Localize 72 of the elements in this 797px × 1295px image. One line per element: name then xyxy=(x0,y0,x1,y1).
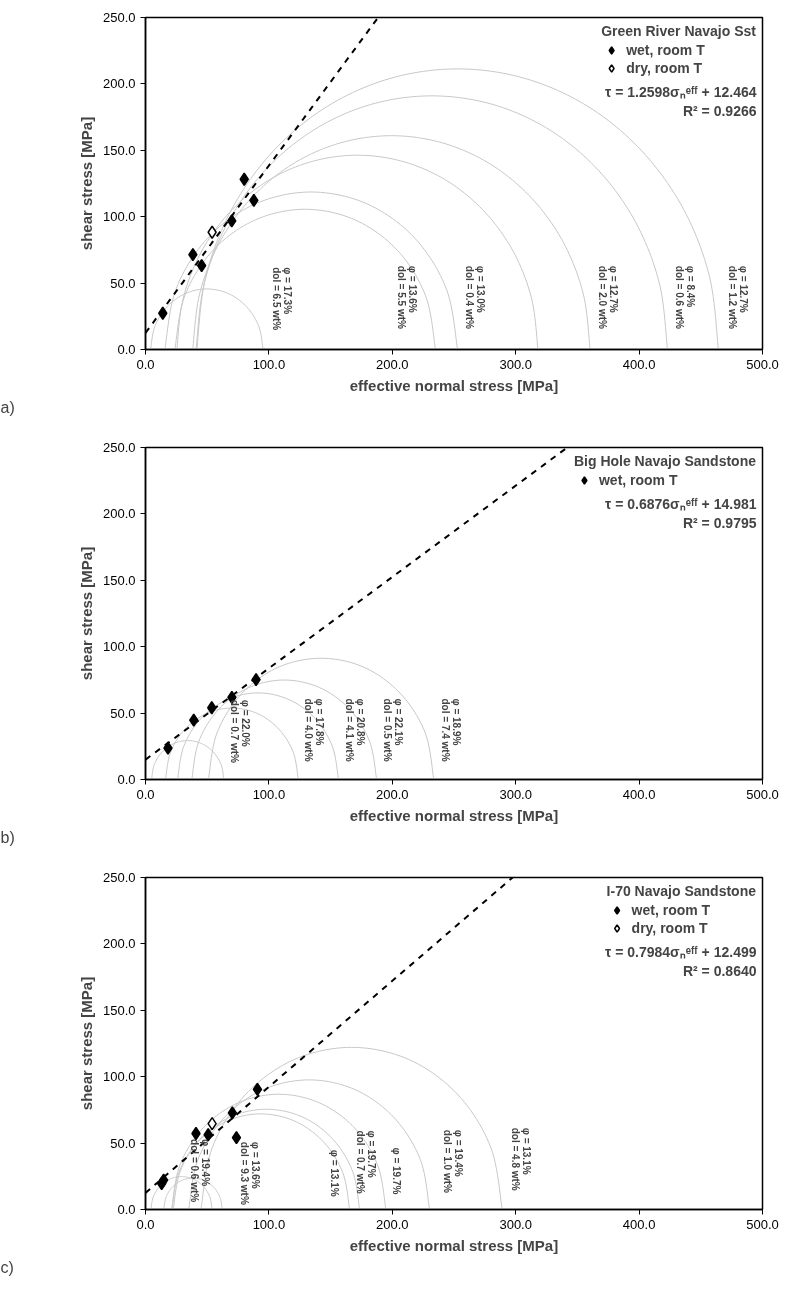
y-tick-label: 200.0 xyxy=(102,76,136,92)
y-tick-label: 50.0 xyxy=(110,1135,136,1151)
text: b) xyxy=(0,828,15,846)
y-tick-label: 250.0 xyxy=(102,870,136,885)
annotation: φ = 19.4% dol = 0.6 wt% xyxy=(188,1139,211,1203)
x-tick-label: 500.0 xyxy=(746,1216,779,1232)
annotation: φ = 17.3% dol = 6.5 wt% xyxy=(271,267,294,331)
x-tick-label: 500.0 xyxy=(746,356,779,372)
y-tick-label: 50.0 xyxy=(110,275,136,291)
y-tick-label: 0.0 xyxy=(117,342,136,357)
annotation: R² = 0.9266 xyxy=(682,102,757,119)
x-tick-label: 500.0 xyxy=(746,786,779,802)
y-tick-label: 0.0 xyxy=(117,1202,136,1217)
legend-label: dry, room T xyxy=(631,919,708,937)
x-tick-label: 200.0 xyxy=(376,1216,409,1232)
y-tick-label: 100.0 xyxy=(102,639,136,655)
x-tick-label: 200.0 xyxy=(376,356,409,372)
annotation: φ = 13.6% dol = 9.3 wt% xyxy=(239,1141,262,1205)
y-axis-title: shear stress [MPa] xyxy=(77,116,95,251)
legend-title: I-70 Navajo Sandstone xyxy=(606,883,756,899)
legend-label: wet, room T xyxy=(598,471,678,489)
x-tick-label: 100.0 xyxy=(252,786,286,802)
legend-title: Big Hole Navajo Sandstone xyxy=(573,453,756,469)
annotation: R² = 0.8640 xyxy=(682,962,757,979)
x-axis-title: effective normal stress [MPa] xyxy=(349,376,559,394)
annotation: φ = 19.7% xyxy=(390,1147,402,1195)
x-tick-label: 300.0 xyxy=(499,356,532,372)
text: c) xyxy=(0,1258,14,1276)
annotation: φ = 13.1% xyxy=(328,1149,340,1197)
annotation: R² = 0.9795 xyxy=(682,514,757,531)
annotation: φ = 13.6% dol = 5.5 wt% xyxy=(396,265,419,330)
x-tick-label: 400.0 xyxy=(622,356,656,372)
y-tick-label: 150.0 xyxy=(102,572,136,588)
y-tick-label: 250.0 xyxy=(102,10,136,25)
x-tick-label: 400.0 xyxy=(622,1216,656,1232)
y-tick-label: 250.0 xyxy=(102,440,136,455)
annotation: φ = 8.4% dol = 0.6 wt% xyxy=(673,265,696,330)
x-tick-label: 0.0 xyxy=(136,1216,155,1232)
x-tick-label: 400.0 xyxy=(622,786,656,802)
x-tick-label: 100.0 xyxy=(252,356,286,372)
y-tick-label: 50.0 xyxy=(110,705,136,721)
x-tick-label: 300.0 xyxy=(499,786,532,802)
y-tick-label: 200.0 xyxy=(102,506,136,522)
y-tick-label: 150.0 xyxy=(102,142,136,158)
y-axis-title: shear stress [MPa] xyxy=(77,976,95,1111)
y-tick-label: 100.0 xyxy=(102,1069,136,1085)
annotation: φ = 12.7% dol = 2.0 wt% xyxy=(597,265,620,330)
x-axis-title: effective normal stress [MPa] xyxy=(349,1236,559,1254)
legend-label: wet, room T xyxy=(626,41,705,59)
x-tick-label: 100.0 xyxy=(252,1216,286,1232)
y-tick-label: 200.0 xyxy=(102,936,136,952)
annotation: τ = 1.2598σₙᵉᶠᶠ + 12.464 xyxy=(605,83,757,100)
y-tick-label: 150.0 xyxy=(102,1002,136,1018)
annotation: τ = 0.6876σₙᵉᶠᶠ + 14.981 xyxy=(605,495,757,512)
x-tick-label: 300.0 xyxy=(499,1216,532,1232)
annotation: φ = 19.7% dol = 0.7 wt% xyxy=(354,1130,377,1194)
x-axis-title: effective normal stress [MPa] xyxy=(349,806,559,824)
annotation: τ = 0.7984σₙᵉᶠᶠ + 12.499 xyxy=(605,943,757,960)
annotation: φ = 22.0% dol = 0.7 wt% xyxy=(228,699,251,763)
x-tick-label: 200.0 xyxy=(376,786,409,802)
y-tick-label: 0.0 xyxy=(117,772,136,787)
annotation: φ = 13.1% dol = 4.8 wt% xyxy=(510,1127,533,1191)
annotation: φ = 19.4% dol = 1.0 wt% xyxy=(441,1129,464,1193)
x-tick-label: 0.0 xyxy=(136,786,155,802)
text: a) xyxy=(0,398,15,416)
annotation: φ = 17.8% dol = 4.0 wt% xyxy=(303,698,326,762)
x-tick-label: 0.0 xyxy=(136,356,155,372)
legend-title: Green River Navajo Sst xyxy=(601,23,756,39)
y-axis-title: shear stress [MPa] xyxy=(77,546,95,681)
y-tick-label: 100.0 xyxy=(102,209,136,225)
legend-label: dry, room T xyxy=(626,59,703,77)
legend-label: wet, room T xyxy=(631,901,711,919)
